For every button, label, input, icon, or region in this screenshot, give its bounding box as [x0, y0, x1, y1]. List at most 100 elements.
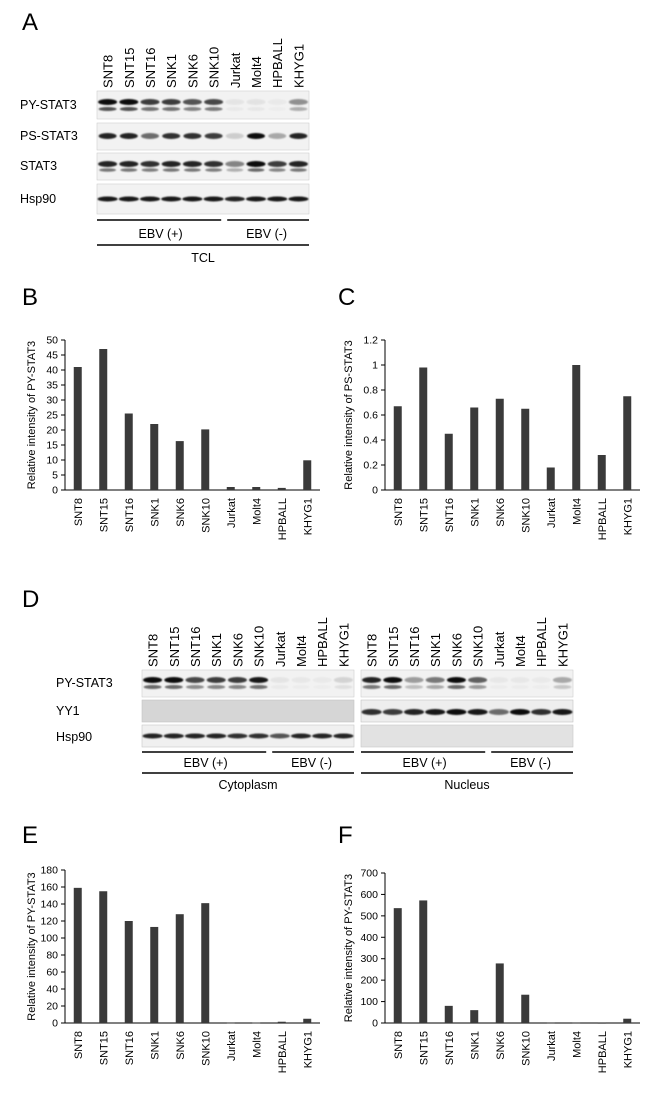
bar [419, 367, 428, 490]
bar [99, 891, 108, 1023]
bar [277, 1021, 286, 1023]
band [185, 685, 205, 689]
bar [150, 424, 159, 490]
band [224, 196, 245, 202]
x-tick-label: SNK6 [495, 498, 507, 527]
band [140, 161, 160, 167]
blot-strip [96, 90, 310, 120]
bar [303, 460, 312, 490]
y-tick-label: 20 [46, 425, 58, 437]
chart-b: 0 5 10 15 20 25 30 35 40 45 50 Relative intensity o… [26, 335, 320, 540]
lane-label: SNK6 [185, 54, 200, 88]
x-tick-label: SNK6 [175, 498, 187, 527]
group-label: EBV (+) [403, 756, 447, 770]
y-tick-label: 500 [360, 910, 378, 922]
band [267, 196, 288, 202]
group-label: EBV (-) [246, 227, 287, 241]
lane-label: SNK10 [207, 47, 222, 88]
lane-label: SNT8 [101, 55, 116, 88]
lane-label: SNT8 [365, 634, 380, 667]
band [205, 168, 223, 172]
band [120, 168, 138, 172]
row-label: PY-STAT3 [56, 676, 113, 690]
band [468, 685, 487, 689]
band [509, 709, 531, 715]
bar [521, 408, 530, 490]
band [162, 107, 181, 111]
band [552, 709, 573, 715]
y-axis-label: Relative intensity of PY-STAT3 [343, 874, 355, 1022]
bar [470, 407, 479, 490]
y-tick-label: 0 [372, 485, 378, 497]
band [98, 107, 117, 111]
bar [252, 487, 261, 490]
blot-strip [360, 669, 574, 698]
band [204, 133, 223, 139]
x-tick-label: Jurkat [226, 1031, 238, 1061]
band [288, 196, 309, 202]
bar [73, 367, 82, 490]
band [246, 161, 266, 167]
band [249, 677, 269, 683]
bar [546, 1022, 555, 1024]
band [268, 133, 287, 139]
band [362, 685, 381, 689]
y-tick-label: 35 [46, 380, 58, 392]
band [511, 685, 529, 689]
band [246, 99, 266, 105]
band [404, 677, 424, 683]
band [333, 677, 353, 683]
band [291, 677, 311, 683]
bar [99, 349, 108, 490]
band [468, 677, 488, 683]
band [163, 733, 184, 739]
group-label: EBV (+) [184, 756, 228, 770]
lane-label: SNT15 [386, 627, 401, 667]
band [184, 733, 206, 739]
band [249, 685, 268, 689]
y-tick-label: 10 [46, 455, 58, 467]
bar [470, 1010, 479, 1023]
band [182, 161, 202, 167]
y-tick-label: 50 [46, 335, 58, 347]
band [490, 685, 508, 689]
bar [521, 994, 530, 1023]
lane-label: HPBALL [534, 617, 549, 667]
lane-label: SNK1 [428, 633, 443, 667]
band [446, 709, 467, 715]
x-tick-label: SNT15 [418, 498, 430, 532]
band [510, 677, 530, 683]
band [119, 99, 139, 105]
band [204, 161, 224, 167]
blot-d: PY-STAT3 YY1 Hsp90 SNT8 SNT15 SNT16 SNK1 SNK6 SN… [56, 617, 574, 792]
bar [124, 921, 133, 1023]
group-label: EBV (+) [139, 227, 183, 241]
band [139, 196, 161, 202]
fraction-label: Cytoplasm [218, 778, 277, 792]
x-tick-label: SNT8 [73, 1031, 85, 1059]
panel-label-d: D [22, 586, 39, 613]
lane-label: SNK10 [471, 626, 486, 667]
bar [303, 1018, 312, 1023]
y-tick-label: 0.2 [363, 460, 378, 472]
band [289, 168, 307, 172]
y-axis-label: Relative intensity of PY-STAT3 [26, 872, 38, 1020]
y-tick-label: 40 [46, 365, 58, 377]
x-tick-label: SNK10 [520, 1031, 532, 1066]
lane-label: SNK1 [209, 633, 224, 667]
band [183, 133, 202, 139]
band [226, 107, 244, 111]
band [182, 99, 202, 105]
band [206, 677, 226, 683]
x-tick-label: KHYG1 [302, 1031, 314, 1068]
bar [201, 903, 210, 1023]
y-tick-label: 300 [360, 953, 378, 965]
blot-strip [141, 699, 355, 723]
band [248, 733, 269, 739]
bar [393, 908, 402, 1023]
x-tick-label: SNK1 [469, 1031, 481, 1060]
x-tick-label: SNT16 [444, 1031, 456, 1065]
row-label: STAT3 [20, 159, 57, 173]
